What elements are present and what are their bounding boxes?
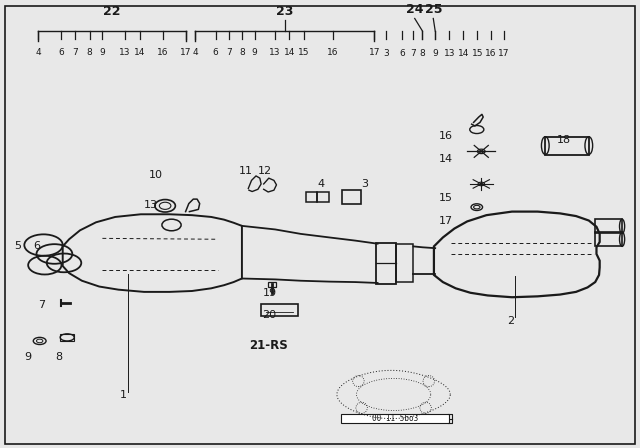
Text: 10: 10 (148, 170, 163, 180)
Text: 12: 12 (258, 166, 272, 176)
Text: 13: 13 (119, 48, 131, 57)
Text: 7: 7 (72, 48, 77, 57)
Bar (60, 334, 74, 341)
Bar (268, 282, 276, 287)
Text: 8: 8 (87, 48, 92, 57)
Text: 24: 24 (406, 3, 424, 16)
Text: 14: 14 (134, 48, 145, 57)
Text: 20: 20 (262, 310, 276, 320)
Text: 25: 25 (424, 3, 442, 16)
Text: 15: 15 (472, 49, 483, 58)
Text: 15: 15 (298, 48, 310, 57)
Text: 14: 14 (458, 49, 469, 58)
Text: 4: 4 (317, 179, 324, 189)
Text: 13: 13 (269, 48, 281, 57)
Text: 4: 4 (36, 48, 41, 57)
Text: 17: 17 (498, 49, 509, 58)
Text: 18: 18 (557, 135, 571, 145)
Text: 17: 17 (439, 215, 453, 225)
Text: 9: 9 (252, 48, 257, 57)
Text: 7: 7 (410, 49, 415, 58)
Bar (341, 414, 449, 423)
Bar (396, 244, 413, 282)
Text: 22: 22 (103, 4, 121, 17)
Text: 13: 13 (444, 49, 455, 58)
Text: 8: 8 (420, 49, 425, 58)
Bar (595, 232, 622, 246)
Text: 2: 2 (507, 316, 514, 326)
Text: 8: 8 (56, 352, 63, 362)
Text: 1: 1 (120, 390, 127, 401)
Text: 16: 16 (439, 131, 453, 141)
Text: 9: 9 (100, 48, 105, 57)
Text: 4: 4 (193, 48, 198, 57)
Text: 16: 16 (157, 48, 169, 57)
Text: 16: 16 (327, 48, 339, 57)
Text: 17: 17 (369, 48, 380, 57)
Text: 13: 13 (144, 200, 158, 210)
Text: 14: 14 (284, 48, 295, 57)
Text: 23: 23 (276, 4, 294, 17)
Text: 3: 3 (361, 179, 368, 189)
Bar (306, 192, 317, 202)
Text: 21-RS: 21-RS (250, 339, 289, 352)
Text: 6: 6 (399, 49, 404, 58)
Text: 8: 8 (239, 48, 244, 57)
Text: 6: 6 (213, 48, 218, 57)
Text: 7: 7 (227, 48, 232, 57)
Text: 9: 9 (24, 352, 31, 362)
Text: 19: 19 (262, 288, 276, 298)
Text: 3: 3 (383, 49, 388, 58)
Bar (545, 137, 589, 155)
Text: 9: 9 (433, 49, 438, 58)
Text: 7: 7 (38, 300, 45, 310)
Bar (261, 304, 298, 316)
Text: 15: 15 (439, 193, 453, 203)
Bar (317, 192, 329, 202)
Bar (376, 243, 396, 284)
Text: 6: 6 (58, 48, 63, 57)
Text: 00 11 5bo3: 00 11 5bo3 (372, 414, 418, 423)
Text: 16: 16 (485, 49, 497, 58)
Text: 17: 17 (180, 48, 191, 57)
Bar (595, 219, 622, 233)
Text: 11: 11 (239, 166, 253, 176)
Text: 5: 5 (14, 241, 21, 251)
Bar (342, 190, 361, 203)
Text: 14: 14 (439, 154, 453, 164)
Text: 6: 6 (33, 241, 40, 251)
